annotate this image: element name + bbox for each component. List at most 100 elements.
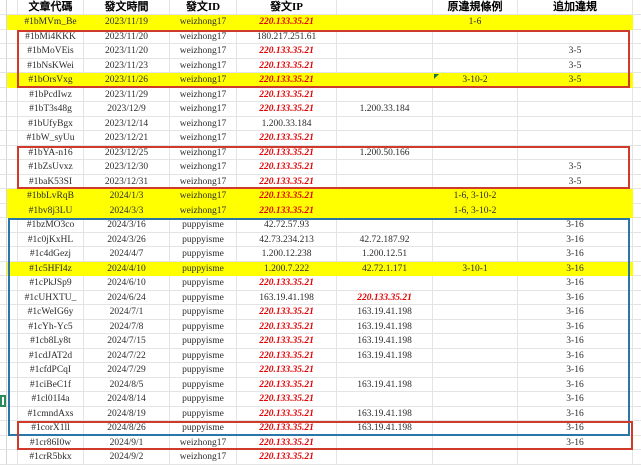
cell-post-id[interactable]: puppyisme	[170, 392, 237, 407]
cell-post-ip[interactable]: 180.217.251.61	[237, 29, 337, 44]
cell-article-code[interactable]: #1cYh-Yc5	[18, 319, 84, 334]
cell-article-code[interactable]: #1bOrsVxg	[18, 73, 84, 88]
cell-second-ip[interactable]: 163.19.41.198	[337, 377, 433, 392]
cell-post-id[interactable]: puppyisme	[170, 276, 237, 291]
cell-original-violation[interactable]: 1-6, 3-10-2	[433, 203, 518, 218]
cell-original-violation[interactable]	[433, 435, 518, 450]
cell-post-time[interactable]: 2024/3/16	[84, 218, 170, 233]
cell-additional-violation[interactable]: 3-16	[518, 276, 633, 291]
cell-original-violation[interactable]	[433, 116, 518, 131]
cell-col-a[interactable]	[7, 276, 18, 291]
cell-article-code[interactable]: #1cdJAT2d	[18, 348, 84, 363]
cell-post-id[interactable]: weizhong17	[170, 450, 237, 465]
cell-article-code[interactable]: #1bNsKWei	[18, 58, 84, 73]
cell-second-ip[interactable]	[337, 276, 433, 291]
cell-article-code[interactable]: #1cmndAxs	[18, 406, 84, 421]
cell-original-violation[interactable]	[433, 290, 518, 305]
cell-original-violation[interactable]	[433, 406, 518, 421]
cell-additional-violation[interactable]: 3-16	[518, 392, 633, 407]
cell-post-time[interactable]: 2024/3/26	[84, 232, 170, 247]
cell-article-code[interactable]: #1c5HFI4z	[18, 261, 84, 276]
cell-col-a[interactable]	[7, 116, 18, 131]
cell-post-id[interactable]: weizhong17	[170, 160, 237, 175]
header-post-ip[interactable]: 發文IP	[237, 0, 337, 15]
cell-post-time[interactable]: 2023/12/21	[84, 131, 170, 146]
cell-post-time[interactable]: 2024/7/29	[84, 363, 170, 378]
cell-post-id[interactable]: weizhong17	[170, 145, 237, 160]
cell-original-violation[interactable]	[433, 319, 518, 334]
cell-additional-violation[interactable]: 3-16	[518, 218, 633, 233]
cell-post-id[interactable]: puppyisme	[170, 247, 237, 262]
cell-post-id[interactable]: puppyisme	[170, 305, 237, 320]
cell-post-time[interactable]: 2024/7/22	[84, 348, 170, 363]
cell-additional-violation[interactable]	[518, 450, 633, 465]
cell-post-id[interactable]: weizhong17	[170, 189, 237, 204]
cell-col-a[interactable]	[7, 305, 18, 320]
cell-additional-violation[interactable]: 3-16	[518, 363, 633, 378]
cell-post-ip[interactable]: 220.133.35.21	[237, 203, 337, 218]
cell-original-violation[interactable]	[433, 58, 518, 73]
cell-post-ip[interactable]: 220.133.35.21	[237, 348, 337, 363]
cell-article-code[interactable]: #1corX1ll	[18, 421, 84, 436]
cell-post-time[interactable]: 2023/12/14	[84, 116, 170, 131]
cell-col-a[interactable]	[7, 58, 18, 73]
cell-second-ip[interactable]	[337, 116, 433, 131]
cell-additional-violation[interactable]: 3-16	[518, 290, 633, 305]
cell-post-id[interactable]: weizhong17	[170, 116, 237, 131]
cell-article-code[interactable]: #1cUHXTU_	[18, 290, 84, 305]
cell-post-time[interactable]: 2023/11/26	[84, 73, 170, 88]
cell-post-time[interactable]: 2023/11/29	[84, 87, 170, 102]
cell-post-id[interactable]: puppyisme	[170, 363, 237, 378]
cell-second-ip[interactable]: 1.200.12.51	[337, 247, 433, 262]
cell-article-code[interactable]: #1cfdPCqI	[18, 363, 84, 378]
header-additional-violation[interactable]: 追加違規	[518, 0, 633, 15]
cell-post-time[interactable]: 2023/12/9	[84, 102, 170, 117]
cell-post-id[interactable]: puppyisme	[170, 348, 237, 363]
cell-additional-violation[interactable]: 3-16	[518, 435, 633, 450]
cell-second-ip[interactable]	[337, 435, 433, 450]
cell-additional-violation[interactable]: 3-5	[518, 160, 633, 175]
cell-col-a[interactable]	[7, 348, 18, 363]
cell-col-a[interactable]	[7, 189, 18, 204]
header-second-ip[interactable]	[337, 0, 433, 15]
cell-post-id[interactable]: puppyisme	[170, 406, 237, 421]
cell-additional-violation[interactable]: 3-16	[518, 334, 633, 349]
cell-post-id[interactable]: weizhong17	[170, 203, 237, 218]
cell-second-ip[interactable]: 163.19.41.198	[337, 305, 433, 320]
cell-post-id[interactable]: weizhong17	[170, 15, 237, 30]
cell-additional-violation[interactable]: 3-16	[518, 406, 633, 421]
cell-post-ip[interactable]: 163.19.41.198	[237, 290, 337, 305]
cell-col-a[interactable]	[7, 450, 18, 465]
cell-col-a[interactable]	[7, 160, 18, 175]
cell-second-ip[interactable]: 42.72.187.92	[337, 232, 433, 247]
cell-post-id[interactable]: puppyisme	[170, 319, 237, 334]
cell-post-id[interactable]: weizhong17	[170, 131, 237, 146]
cell-article-code[interactable]: #1cWeIG6y	[18, 305, 84, 320]
cell-col-a[interactable]	[7, 44, 18, 59]
cell-post-ip[interactable]: 220.133.35.21	[237, 102, 337, 117]
cell-col-a[interactable]	[7, 319, 18, 334]
cell-article-code[interactable]: #1bT3s48g	[18, 102, 84, 117]
cell-second-ip[interactable]	[337, 203, 433, 218]
cell-post-time[interactable]: 2024/3/3	[84, 203, 170, 218]
cell-col-a[interactable]	[7, 203, 18, 218]
cell-post-id[interactable]: weizhong17	[170, 73, 237, 88]
cell-second-ip[interactable]	[337, 131, 433, 146]
cell-col-a[interactable]	[7, 247, 18, 262]
cell-second-ip[interactable]	[337, 73, 433, 88]
cell-post-time[interactable]: 2023/11/20	[84, 44, 170, 59]
cell-additional-violation[interactable]	[518, 102, 633, 117]
header-post-id[interactable]: 發文ID	[170, 0, 237, 15]
cell-post-ip[interactable]: 1.200.7.222	[237, 261, 337, 276]
cell-post-time[interactable]: 2024/8/5	[84, 377, 170, 392]
cell-original-violation[interactable]	[433, 421, 518, 436]
cell-second-ip[interactable]	[337, 450, 433, 465]
cell-second-ip[interactable]: 163.19.41.198	[337, 406, 433, 421]
cell-post-ip[interactable]: 220.133.35.21	[237, 406, 337, 421]
header-post-time[interactable]: 發文時間	[84, 0, 170, 15]
cell-article-code[interactable]: #1baK53SI	[18, 174, 84, 189]
cell-post-time[interactable]: 2024/8/14	[84, 392, 170, 407]
cell-col-a[interactable]	[7, 261, 18, 276]
cell-additional-violation[interactable]: 3-16	[518, 247, 633, 262]
cell-second-ip[interactable]	[337, 174, 433, 189]
